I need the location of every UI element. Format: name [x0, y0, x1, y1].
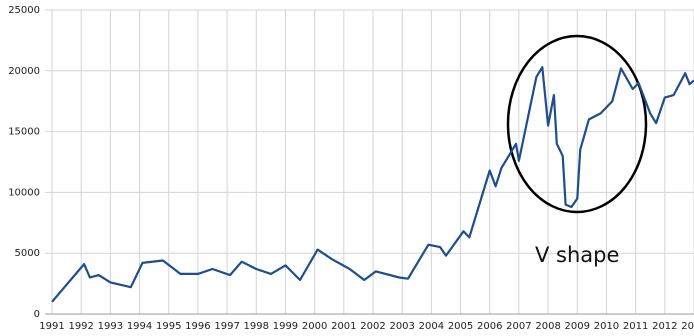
x-tick-label: 1994: [127, 321, 152, 332]
y-tick-label: 15000: [8, 127, 40, 138]
x-tick-label: 2010: [594, 321, 619, 332]
y-tick-label: 10000: [8, 187, 40, 198]
x-tick-label: 1998: [244, 321, 269, 332]
x-tick-label: 2012: [652, 321, 677, 332]
x-tick-label: 1993: [98, 321, 123, 332]
x-tick-label: 1992: [68, 321, 93, 332]
x-tick-label: 2003: [389, 321, 414, 332]
highlight-ellipse: [506, 34, 648, 214]
x-tick-label: 2006: [477, 321, 502, 332]
x-tick-label: 2009: [565, 321, 590, 332]
y-tick-label: 25000: [8, 5, 40, 16]
x-tick-label: 2008: [535, 321, 560, 332]
x-tick-label: 1991: [39, 321, 64, 332]
x-tick-label: 1999: [273, 321, 298, 332]
x-tick-label: 2001: [331, 321, 356, 332]
line-series: [51, 66, 694, 303]
x-tick-label: 2004: [419, 321, 444, 332]
x-tick-label: 2011: [623, 321, 648, 332]
x-tick-label: 1997: [214, 321, 239, 332]
x-tick-label: 2000: [302, 321, 327, 332]
x-tick-label: 1995: [156, 321, 181, 332]
annotation: V shape: [535, 243, 619, 267]
y-tick-label: 0: [34, 309, 40, 320]
x-tick-label: 1996: [185, 321, 210, 332]
x-tick-label: 2005: [448, 321, 473, 332]
y-tick-label: 5000: [15, 248, 40, 259]
y-tick-label: 20000: [8, 66, 40, 77]
x-tick-label: 2007: [506, 321, 531, 332]
x-tick-label: 2013: [681, 321, 694, 332]
x-tick-label: 2002: [360, 321, 385, 332]
